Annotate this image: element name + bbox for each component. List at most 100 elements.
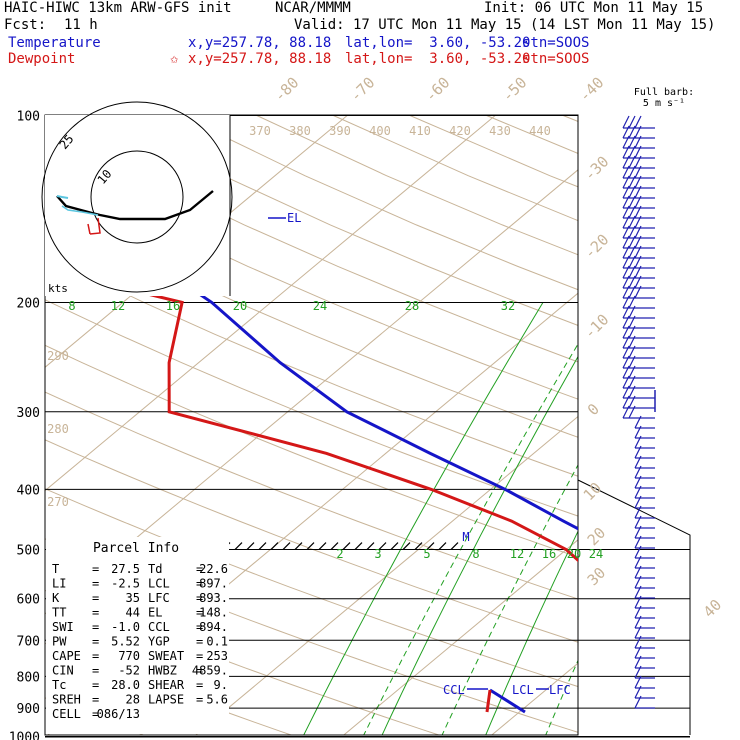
wind-barb-feather bbox=[634, 195, 642, 209]
wind-barb-feather bbox=[622, 355, 630, 369]
mixing-ratio-label: 20 bbox=[233, 299, 247, 313]
isotherm-label: -40 bbox=[576, 74, 608, 106]
wind-barb-feather bbox=[634, 415, 642, 429]
wind-barb-feather bbox=[622, 325, 630, 339]
isotherm-label: -20 bbox=[581, 231, 613, 263]
hodograph-ring-25 bbox=[41, 101, 233, 293]
wind-barb-feather bbox=[634, 245, 642, 259]
parcel-key: CCL bbox=[148, 620, 170, 634]
mixing-ratio-label: 32 bbox=[501, 299, 515, 313]
wind-barb-feather bbox=[622, 165, 630, 179]
parcel-value: 28 bbox=[126, 693, 140, 707]
ccl-label: CCL bbox=[443, 683, 465, 697]
wind-barb-feather bbox=[628, 185, 636, 199]
wind-barb-feather bbox=[634, 445, 642, 459]
wind-barb-feather bbox=[622, 145, 630, 159]
parcel-panel bbox=[46, 537, 229, 734]
wind-barb-feather bbox=[628, 275, 636, 289]
mixing-ratio-label: 12 bbox=[111, 299, 125, 313]
wind-barb-feather bbox=[622, 255, 630, 269]
wind-barb-feather bbox=[622, 215, 630, 229]
isotherm-label: 30 bbox=[584, 564, 610, 590]
wind-barb-feather bbox=[628, 145, 636, 159]
parcel-value: 148. bbox=[199, 606, 228, 620]
dewpoint-profile bbox=[45, 267, 578, 563]
wind-barb-feather bbox=[634, 155, 642, 169]
wind-barb-feather bbox=[634, 695, 642, 709]
parcel-eq: = bbox=[92, 591, 99, 605]
dry-adiabat bbox=[45, 439, 578, 643]
hatch-mark bbox=[282, 542, 291, 550]
wind-barb-feather bbox=[622, 345, 630, 359]
parcel-eq: = bbox=[92, 693, 99, 707]
dewpoint-legend: Dewpoint bbox=[8, 51, 76, 67]
hatch-mark bbox=[258, 542, 267, 550]
parcel-key: Td bbox=[148, 562, 162, 576]
wind-barb-feather bbox=[634, 185, 642, 199]
wind-barb-feather bbox=[622, 115, 630, 129]
dry-adiabat bbox=[45, 299, 578, 517]
hatch-mark bbox=[234, 542, 243, 550]
theta-label: 440 bbox=[529, 124, 551, 138]
parcel-value: -1.0 bbox=[111, 620, 140, 634]
mixing-ratio-line bbox=[381, 355, 578, 735]
dewpoint-latlon: lat,lon= 3.60, -53.20 bbox=[345, 51, 531, 67]
hatch-mark bbox=[270, 542, 279, 550]
wind-barb-feather bbox=[634, 285, 642, 299]
parcel-key: SWEAT bbox=[148, 649, 184, 663]
mixing-ratio-label: 3 bbox=[374, 547, 381, 561]
wind-barb-feather bbox=[628, 215, 636, 229]
wind-barb-feather bbox=[634, 575, 642, 589]
parcel-eq: = bbox=[92, 649, 99, 663]
temperature-legend: Temperature bbox=[8, 35, 101, 51]
parcel-key: T bbox=[52, 562, 59, 576]
parcel-value: -2.5 bbox=[111, 577, 140, 591]
hodograph-red-segment bbox=[89, 217, 101, 235]
parcel-key: CAPE bbox=[52, 649, 81, 663]
m-marker: M bbox=[462, 530, 469, 544]
temperature-profile bbox=[49, 115, 578, 531]
lfc-label: LFC bbox=[549, 683, 571, 697]
hodograph-trace bbox=[56, 190, 214, 221]
hodograph-units: kts bbox=[48, 282, 68, 295]
mixing-ratio-dashed bbox=[363, 343, 578, 735]
mixing-ratio-label: 24 bbox=[313, 299, 327, 313]
parcel-key: SREH bbox=[52, 693, 81, 707]
wind-barb-feather bbox=[628, 115, 636, 129]
wind-barb-feather bbox=[628, 295, 636, 309]
wind-barb-feather bbox=[634, 265, 642, 279]
parcel-eq: = bbox=[196, 635, 203, 649]
valid-time: Valid: 17 UTC Mon 11 May 15 (14 LST Mon … bbox=[294, 17, 716, 33]
model-title: HAIC-HIWC 13km ARW-GFS init bbox=[4, 0, 232, 16]
theta-label-left: 290 bbox=[47, 349, 69, 363]
wind-barb-feather bbox=[628, 255, 636, 269]
theta-label: 380 bbox=[289, 124, 311, 138]
parcel-eq: = bbox=[196, 693, 203, 707]
parcel-eq: = bbox=[92, 635, 99, 649]
wind-barb-feather bbox=[628, 345, 636, 359]
wind-barb-feather bbox=[622, 365, 630, 379]
parcel-value: 897. bbox=[199, 577, 228, 591]
pressure-tick-label: 800 bbox=[17, 670, 40, 685]
pressure-tick-label: 200 bbox=[17, 296, 40, 311]
parcel-value: -52 bbox=[118, 664, 140, 678]
dry-adiabat bbox=[45, 488, 578, 688]
parcel-key: TT bbox=[52, 606, 66, 620]
hodograph-red-segment bbox=[87, 223, 91, 235]
isotherm-label: -80 bbox=[271, 74, 303, 106]
wind-barb-feather bbox=[622, 205, 630, 219]
wind-barb-feather bbox=[634, 495, 642, 509]
wind-barb-feather bbox=[634, 255, 642, 269]
isotherm bbox=[343, 539, 578, 735]
mixing-ratio-label: 28 bbox=[405, 299, 419, 313]
wind-barb-feather bbox=[628, 315, 636, 329]
theta-label-left: 280 bbox=[47, 422, 69, 436]
parcel-eq: = bbox=[92, 620, 99, 634]
pressure-tick-label: 700 bbox=[17, 634, 40, 649]
wind-barb-feather bbox=[628, 165, 636, 179]
isotherm-label: 0 bbox=[584, 400, 603, 419]
wind-barb-feather bbox=[634, 475, 642, 489]
wind-barb-feather bbox=[628, 225, 636, 239]
dry-adiabat bbox=[716, 116, 740, 737]
wind-barb-feather bbox=[622, 175, 630, 189]
